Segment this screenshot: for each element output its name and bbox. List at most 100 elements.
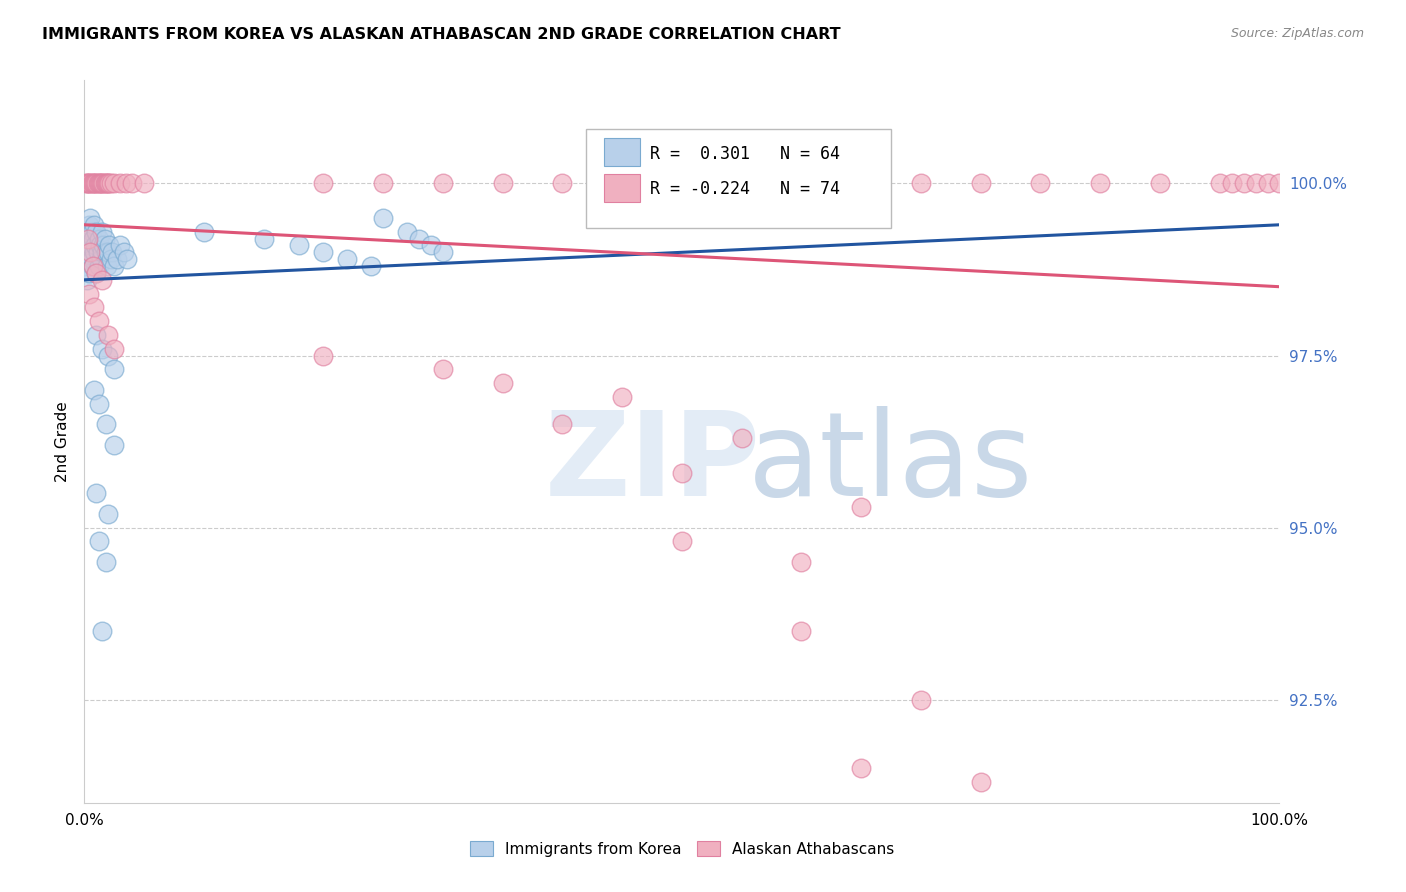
Text: atlas: atlas xyxy=(748,406,1033,521)
Point xyxy=(90,252,112,267)
Point xyxy=(1209,177,1232,191)
Point xyxy=(731,177,754,191)
Point xyxy=(96,177,118,191)
Y-axis label: 2nd Grade: 2nd Grade xyxy=(55,401,70,482)
Point xyxy=(1257,177,1279,191)
Point xyxy=(115,177,138,191)
Point xyxy=(312,349,335,363)
Text: R =  0.301   N = 64: R = 0.301 N = 64 xyxy=(650,145,839,163)
Point xyxy=(80,225,103,239)
Point xyxy=(82,177,104,191)
Point xyxy=(1090,177,1112,191)
Point xyxy=(77,177,100,191)
Point xyxy=(105,252,128,267)
Point xyxy=(87,177,110,191)
Legend: Immigrants from Korea, Alaskan Athabascans: Immigrants from Korea, Alaskan Athabasca… xyxy=(470,840,894,856)
Point xyxy=(432,177,454,191)
Point xyxy=(91,225,114,239)
Point xyxy=(77,231,100,245)
Point xyxy=(103,177,125,191)
Point xyxy=(82,259,104,273)
Point xyxy=(87,397,110,411)
Point xyxy=(612,390,634,404)
Point xyxy=(551,177,574,191)
Point xyxy=(671,534,693,549)
Point xyxy=(97,507,120,521)
Point xyxy=(288,238,311,252)
Point xyxy=(98,238,121,252)
Point xyxy=(77,177,100,191)
Point xyxy=(373,177,395,191)
Point xyxy=(360,259,382,273)
Point xyxy=(103,259,125,273)
Point xyxy=(91,624,114,638)
Point xyxy=(98,177,121,191)
Point xyxy=(94,245,117,260)
Bar xyxy=(605,174,640,202)
Point xyxy=(83,177,105,191)
Point xyxy=(110,238,132,252)
Point xyxy=(86,225,108,239)
Point xyxy=(432,362,454,376)
Point xyxy=(910,692,932,706)
Point xyxy=(79,177,101,191)
Point xyxy=(87,259,110,273)
Text: IMMIGRANTS FROM KOREA VS ALASKAN ATHABASCAN 2ND GRADE CORRELATION CHART: IMMIGRANTS FROM KOREA VS ALASKAN ATHABAS… xyxy=(42,27,841,42)
Point xyxy=(75,238,97,252)
Point xyxy=(253,231,276,245)
Point xyxy=(84,238,107,252)
Text: R = -0.224   N = 74: R = -0.224 N = 74 xyxy=(650,180,839,198)
Point xyxy=(77,218,100,232)
Point xyxy=(77,252,100,267)
Point xyxy=(193,225,215,239)
Point xyxy=(79,245,101,260)
Point xyxy=(87,314,110,328)
Point xyxy=(492,376,515,390)
Point xyxy=(87,231,110,245)
Point xyxy=(82,259,104,273)
Point xyxy=(1244,177,1267,191)
Point xyxy=(103,342,125,356)
Point xyxy=(93,177,115,191)
Point xyxy=(94,555,117,569)
Point xyxy=(1268,177,1291,191)
Point xyxy=(1220,177,1243,191)
Point xyxy=(101,245,124,260)
Bar xyxy=(605,138,640,166)
Point xyxy=(103,362,125,376)
Point xyxy=(94,177,117,191)
Point xyxy=(86,177,108,191)
Point xyxy=(970,177,993,191)
Point xyxy=(396,225,419,239)
Point xyxy=(97,327,120,342)
Point xyxy=(75,177,97,191)
Point xyxy=(910,177,932,191)
Point xyxy=(851,761,873,775)
Point xyxy=(432,245,454,260)
Point xyxy=(93,231,115,245)
Point xyxy=(112,245,135,260)
Point xyxy=(851,500,873,514)
Point xyxy=(117,252,139,267)
Point xyxy=(90,177,112,191)
Point xyxy=(91,177,114,191)
Point xyxy=(1233,177,1256,191)
Point xyxy=(336,252,359,267)
Point xyxy=(76,177,98,191)
Point xyxy=(89,177,111,191)
Point xyxy=(790,177,813,191)
Point xyxy=(671,466,693,480)
Point xyxy=(1029,177,1052,191)
Point xyxy=(80,252,103,267)
Point xyxy=(93,238,115,252)
Point xyxy=(79,238,101,252)
Point xyxy=(96,259,118,273)
Point xyxy=(93,177,115,191)
FancyBboxPatch shape xyxy=(586,128,891,228)
Text: ZIP: ZIP xyxy=(544,406,761,521)
Point xyxy=(77,286,100,301)
Point xyxy=(312,245,335,260)
Point xyxy=(83,245,105,260)
Point xyxy=(80,177,103,191)
Point xyxy=(76,273,98,287)
